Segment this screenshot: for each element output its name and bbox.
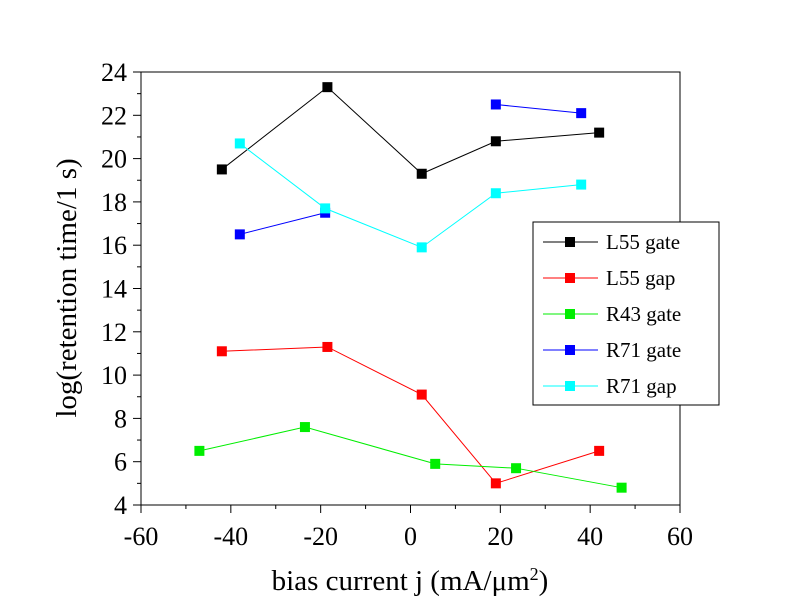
y-tick-labels: 4 6 8 10 12 14 16 18 20 22 24 bbox=[101, 58, 127, 520]
y-tick-label: 16 bbox=[101, 231, 127, 260]
y-tick-label: 8 bbox=[114, 404, 127, 433]
y-tick-label: 18 bbox=[101, 188, 127, 217]
series-l55-gap bbox=[216, 341, 605, 489]
legend-label: R71 gap bbox=[606, 374, 677, 398]
data-point bbox=[216, 346, 227, 357]
data-point bbox=[322, 82, 333, 93]
y-tick-label: 4 bbox=[114, 491, 127, 520]
legend-marker bbox=[565, 381, 575, 391]
data-point bbox=[299, 422, 310, 433]
data-point bbox=[322, 341, 333, 352]
x-tick-label: -40 bbox=[213, 522, 248, 551]
legend-entry: L55 gap bbox=[543, 266, 675, 290]
y-tick-label: 20 bbox=[101, 145, 127, 174]
data-point bbox=[320, 203, 331, 214]
x-tick-label: 60 bbox=[667, 522, 693, 551]
data-point bbox=[490, 136, 501, 147]
data-point bbox=[490, 478, 501, 489]
x-tick-label: -60 bbox=[124, 522, 159, 551]
legend-entry: R71 gate bbox=[543, 338, 681, 362]
legend-label: R43 gate bbox=[606, 302, 681, 326]
legend-entry: R71 gap bbox=[543, 374, 677, 398]
data-point bbox=[576, 108, 587, 119]
data-point bbox=[216, 164, 227, 175]
series-line bbox=[199, 426, 622, 489]
legend-entry: R43 gate bbox=[543, 302, 681, 326]
legend-marker bbox=[565, 237, 575, 247]
data-point bbox=[430, 458, 441, 469]
series-line bbox=[495, 103, 582, 114]
legend-label: L55 gate bbox=[606, 230, 680, 254]
data-point bbox=[194, 445, 205, 456]
data-point bbox=[234, 229, 245, 240]
series-layer bbox=[194, 82, 627, 493]
series-line bbox=[239, 143, 582, 248]
data-point bbox=[416, 242, 427, 253]
series-line bbox=[221, 86, 600, 175]
y-tick-label: 22 bbox=[101, 101, 127, 130]
data-point bbox=[576, 179, 587, 190]
data-point bbox=[490, 99, 501, 110]
legend-label: L55 gap bbox=[606, 266, 675, 290]
legend: L55 gate L55 gap R43 gate R71 gate R71 gap bbox=[532, 221, 720, 406]
legend-label: R71 gate bbox=[606, 338, 681, 362]
data-point bbox=[594, 127, 605, 138]
y-tick-label: 14 bbox=[101, 275, 127, 304]
data-point bbox=[490, 188, 501, 199]
x-tick-label: 20 bbox=[487, 522, 513, 551]
tick-marks bbox=[133, 71, 681, 513]
x-tick-labels: -60 -40 -20 0 20 40 60 bbox=[124, 522, 693, 551]
legend-marker bbox=[565, 345, 575, 355]
legend-marker bbox=[565, 309, 575, 319]
series-r43-gate bbox=[194, 422, 627, 493]
y-tick-label: 24 bbox=[101, 58, 127, 87]
series-l55-gate bbox=[216, 82, 605, 179]
y-axis-title: log(retention time/1 s) bbox=[51, 158, 83, 417]
data-point bbox=[511, 463, 522, 474]
y-tick-label: 10 bbox=[101, 361, 127, 390]
data-point bbox=[416, 389, 427, 400]
x-tick-label: 0 bbox=[404, 522, 417, 551]
series-r71-gate bbox=[234, 99, 587, 240]
y-tick-label: 6 bbox=[114, 448, 127, 477]
data-point bbox=[416, 168, 427, 179]
data-point bbox=[616, 482, 627, 493]
series-r71-gap bbox=[234, 138, 587, 253]
data-point bbox=[234, 138, 245, 149]
data-point bbox=[594, 445, 605, 456]
y-tick-label: 12 bbox=[101, 318, 127, 347]
legend-marker bbox=[565, 273, 575, 283]
x-axis-title: bias current j (mA/μm2) bbox=[272, 564, 549, 597]
x-tick-label: -20 bbox=[303, 522, 338, 551]
legend-entry: L55 gate bbox=[543, 230, 680, 254]
x-tick-label: 40 bbox=[577, 522, 603, 551]
series-line bbox=[239, 212, 326, 235]
